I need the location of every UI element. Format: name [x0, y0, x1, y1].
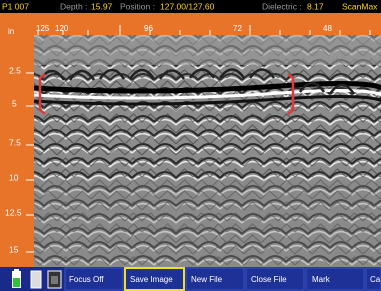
button-label[interactable]: Mark: [312, 275, 331, 284]
button-label[interactable]: Focus Off: [69, 275, 104, 284]
ruler-label: 125: [36, 24, 50, 33]
radargram: [34, 35, 381, 267]
file-id: P1 007: [2, 1, 29, 11]
ruler-unit: in: [8, 27, 14, 36]
depth-label: 15: [9, 244, 19, 254]
position-value: 127.00/127.60: [160, 1, 215, 11]
button-label[interactable]: New File: [191, 275, 223, 284]
depth-label: Depth :: [60, 1, 87, 11]
ruler-label: 48: [323, 24, 332, 33]
position-label: Position :: [120, 1, 155, 11]
ruler-label: 96: [144, 24, 153, 33]
button-label[interactable]: Ca: [370, 275, 381, 284]
button-label[interactable]: Close File: [251, 275, 287, 284]
depth-value: 15.97: [91, 1, 113, 11]
toolbar-buttons: Focus Off Save Image New File Close File…: [65, 268, 381, 290]
status-icons: [12, 269, 61, 288]
depth-label: 2.5: [9, 65, 21, 75]
depth-label: 12.5: [5, 207, 22, 217]
depth-label: 7.5: [9, 137, 21, 147]
mode: ScanMax: [342, 1, 378, 11]
screen: P1 007 Depth : 15.97 Position : 127.00/1…: [0, 0, 381, 291]
button-label[interactable]: Save Image: [130, 275, 173, 284]
ruler-label: 72: [233, 24, 242, 33]
depth-label: 5: [12, 98, 17, 108]
page: P1 007 Depth : 15.97 Position : 127.00/1…: [0, 0, 381, 291]
depth-label: 10: [9, 172, 19, 182]
ruler-label: 120: [55, 24, 69, 33]
dielectric-value: 8.17: [307, 1, 324, 11]
dielectric-label: Dielectric :: [262, 1, 302, 11]
